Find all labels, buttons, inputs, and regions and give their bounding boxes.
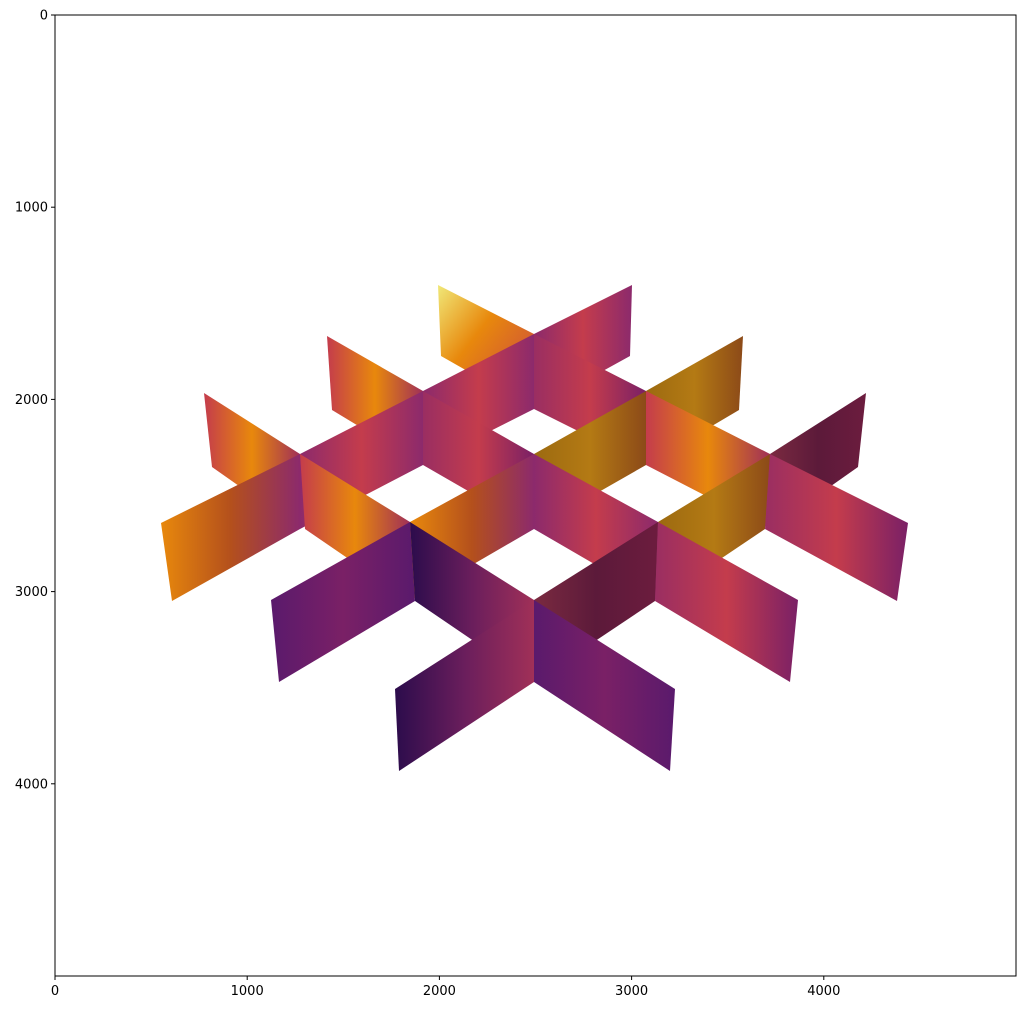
slice-panel <box>655 522 798 682</box>
y-tick-label: 3000 <box>15 585 48 600</box>
x-tick-label: 2000 <box>423 984 456 999</box>
y-tick-label: 0 <box>40 9 48 24</box>
slice-panel <box>534 600 675 771</box>
slice-panel <box>271 522 415 682</box>
x-tick-label: 4000 <box>807 984 840 999</box>
slice-render <box>161 285 908 771</box>
slice-panel <box>161 454 300 601</box>
y-tick-label: 1000 <box>15 201 48 216</box>
x-axis-ticks: 0 1000 2000 3000 4000 <box>51 976 840 999</box>
y-tick-label: 4000 <box>15 777 48 792</box>
x-tick-label: 3000 <box>615 984 648 999</box>
slice-panel <box>765 454 908 601</box>
y-axis-ticks: 0 1000 2000 3000 4000 <box>15 9 55 792</box>
y-tick-label: 2000 <box>15 393 48 408</box>
x-tick-label: 0 <box>51 984 59 999</box>
x-tick-label: 1000 <box>231 984 264 999</box>
slice-panel <box>395 600 534 771</box>
